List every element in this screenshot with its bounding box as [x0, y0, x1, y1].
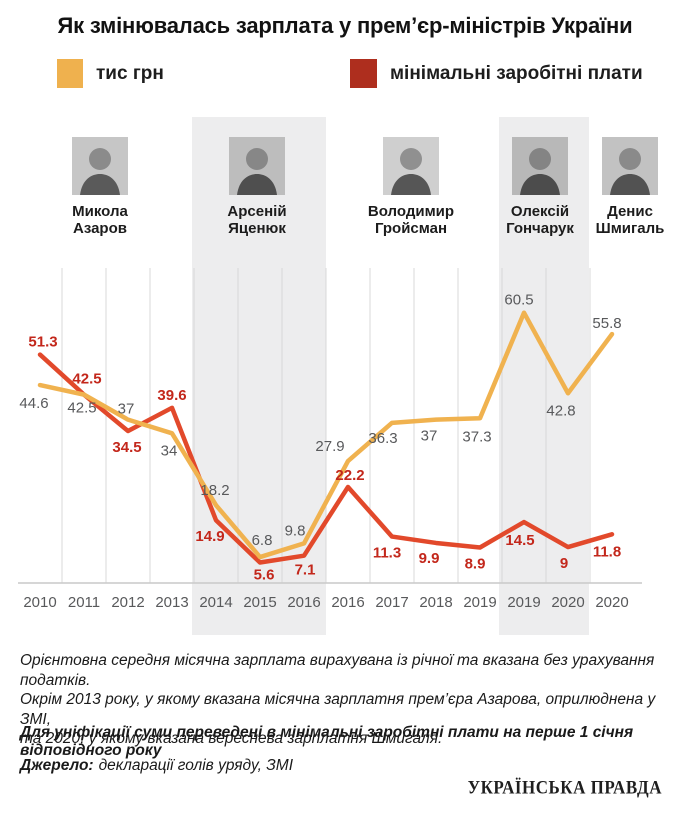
- legend-label-salary: тис грн: [96, 63, 164, 84]
- minwage-value-label: 34.5: [112, 439, 141, 456]
- minwage-value-label: 5.6: [254, 567, 275, 584]
- minwage-value-label: 8.9: [465, 556, 486, 573]
- pm-block-shmyhal: Денис Шмигаль: [575, 137, 685, 237]
- minwage-value-label: 39.6: [157, 387, 186, 404]
- salary-value-label: 37: [421, 428, 438, 445]
- salary-value-label: 36.3: [368, 430, 397, 447]
- person-silhouette-icon: [229, 137, 285, 195]
- salary-value-label: 37.3: [462, 428, 491, 445]
- year-label: 2018: [419, 594, 452, 611]
- pm-block-groysman: Володимир Гройсман: [356, 137, 466, 237]
- pm-name: Володимир Гройсман: [367, 203, 455, 237]
- minwage-value-label: 11.3: [373, 545, 401, 562]
- year-label: 2020: [551, 594, 584, 611]
- pm-name: Денис Шмигаль: [595, 203, 665, 237]
- salary-value-label: 27.9: [315, 438, 344, 455]
- pm-photo-groysman: [383, 137, 439, 195]
- pm-photo-honcharuk: [512, 137, 568, 195]
- year-label: 2020: [595, 594, 628, 611]
- minwage-value-label: 7.1: [295, 562, 316, 579]
- footnote-unification: Для уніфікації суми переведені в мінімал…: [20, 724, 634, 759]
- year-label: 2016: [287, 594, 320, 611]
- highlight-band-honcharuk: [499, 117, 589, 635]
- pm-photo-yatsenyuk: [229, 137, 285, 195]
- pm-name: Микола Азаров: [72, 203, 128, 237]
- salary-value-label: 60.5: [504, 292, 533, 309]
- pm-name: Олексій Гончарук: [506, 203, 574, 237]
- minwage-value-label: 42.5: [72, 371, 101, 388]
- salary-value-label: 55.8: [592, 315, 621, 332]
- source-label: Джерело:: [20, 757, 94, 774]
- person-silhouette-icon: [602, 137, 658, 195]
- year-label: 2019: [507, 594, 540, 611]
- person-silhouette-icon: [72, 137, 128, 195]
- ukrainska-pravda-logo: УКРАЇНСЬКА ПРАВДА: [467, 776, 662, 799]
- minwage-value-label: 14.9: [195, 528, 224, 545]
- pm-block-yatsenyuk: Арсеній Яценюк: [202, 137, 312, 237]
- year-label: 2013: [155, 594, 188, 611]
- salary-value-label: 18.2: [200, 482, 229, 499]
- legend-label-minwage: мінімальні заробітні плати: [390, 63, 643, 84]
- source-text: декларації голів уряду, ЗМІ: [98, 757, 294, 774]
- salary-value-label: 6.8: [252, 532, 273, 549]
- salary-value-label: 34: [161, 442, 178, 459]
- minwage-value-label: 22.2: [335, 467, 364, 484]
- salary-value-label: 42.5: [67, 400, 96, 417]
- salary-line-chart: 2010 2011 2012 2013 2014 2015 2016 2016 2017 2018…: [18, 268, 642, 611]
- salary-value-label: 9.8: [285, 522, 306, 539]
- source-line: Джерело: декларації голів уряду, ЗМІ: [20, 757, 293, 775]
- minwage-value-label: 51.3: [28, 334, 57, 351]
- salary-value-label: 44.6: [19, 395, 48, 412]
- highlight-band-yatsenyuk: [192, 117, 326, 635]
- minwage-value-label: 14.5: [505, 532, 534, 549]
- minwage-value-label: 9.9: [419, 550, 440, 567]
- salary-line: [37, 310, 615, 560]
- legend-swatch-salary: [57, 59, 83, 88]
- pm-block-honcharuk: Олексій Гончарук: [485, 137, 595, 237]
- pm-name: Арсеній Яценюк: [227, 203, 287, 237]
- year-label: 2017: [375, 594, 408, 611]
- year-label: 2011: [68, 594, 100, 611]
- person-silhouette-icon: [512, 137, 568, 195]
- minwage-line: [37, 352, 615, 565]
- salary-value-label: 37: [118, 401, 135, 418]
- salary-value-label: 42.8: [546, 402, 575, 419]
- footnote-methodology: Орієнтовна середня місячна зарплата вира…: [20, 652, 656, 747]
- year-label: 2016: [331, 594, 364, 611]
- year-label: 2015: [243, 594, 276, 611]
- pm-block-azarov: Микола Азаров: [45, 137, 155, 237]
- minwage-value-label: 11.8: [593, 543, 621, 560]
- year-label: 2014: [199, 594, 232, 611]
- legend-swatch-minwage: [350, 59, 377, 88]
- page-title: Як змінювалась зарплата у прем’єр-мініст…: [57, 13, 633, 38]
- person-silhouette-icon: [383, 137, 439, 195]
- pm-photo-azarov: [72, 137, 128, 195]
- pm-photo-shmyhal: [602, 137, 658, 195]
- year-label: 2019: [463, 594, 496, 611]
- minwage-value-label: 9: [560, 555, 568, 572]
- year-label: 2010: [23, 594, 56, 611]
- year-label: 2012: [111, 594, 144, 611]
